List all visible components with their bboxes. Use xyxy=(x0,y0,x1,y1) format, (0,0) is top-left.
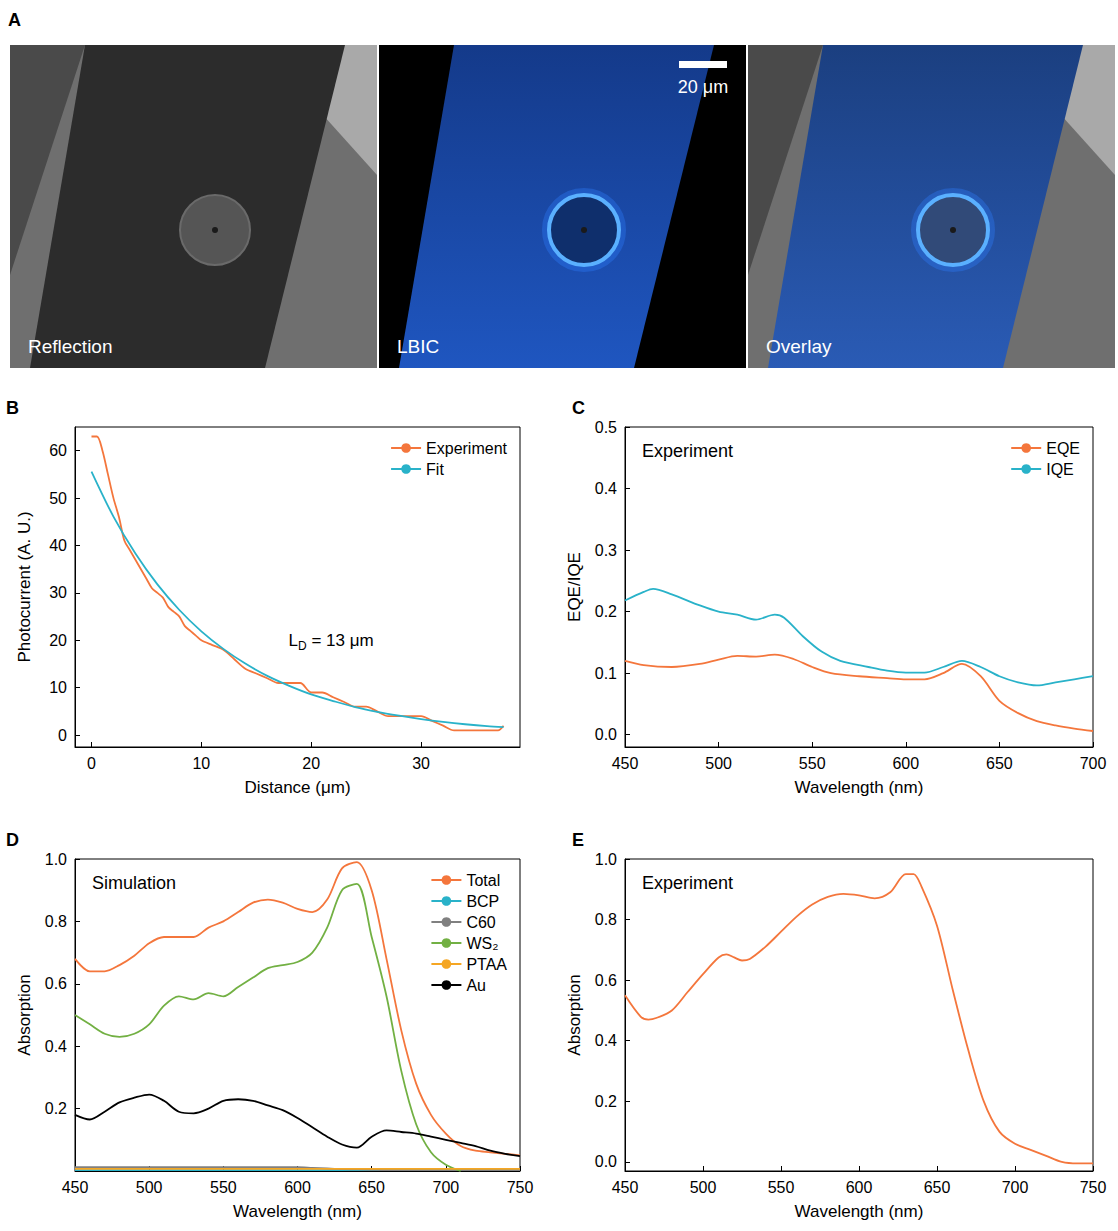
svg-text:700: 700 xyxy=(1002,1179,1029,1196)
svg-text:Au: Au xyxy=(466,977,486,994)
svg-text:Reflection: Reflection xyxy=(28,336,113,357)
svg-text:WS₂: WS₂ xyxy=(466,935,498,952)
svg-text:Experiment: Experiment xyxy=(426,440,507,457)
svg-text:Photocurrent (A. U.): Photocurrent (A. U.) xyxy=(15,511,34,662)
svg-text:0: 0 xyxy=(87,755,96,772)
svg-text:0.8: 0.8 xyxy=(45,913,67,930)
svg-text:600: 600 xyxy=(892,755,919,772)
svg-text:Experiment: Experiment xyxy=(642,441,733,461)
svg-text:= 13 μm: = 13 μm xyxy=(307,631,374,650)
svg-text:Experiment: Experiment xyxy=(642,873,733,893)
svg-text:0.0: 0.0 xyxy=(595,726,617,743)
svg-text:0.8: 0.8 xyxy=(595,911,617,928)
svg-text:20: 20 xyxy=(49,632,67,649)
svg-text:1.0: 1.0 xyxy=(595,851,617,868)
svg-text:550: 550 xyxy=(799,755,826,772)
svg-text:10: 10 xyxy=(49,679,67,696)
svg-text:D: D xyxy=(298,639,307,653)
svg-text:LBIC: LBIC xyxy=(397,336,439,357)
svg-text:500: 500 xyxy=(136,1179,163,1196)
svg-text:1.0: 1.0 xyxy=(45,851,67,868)
svg-text:0.4: 0.4 xyxy=(595,480,617,497)
svg-text:600: 600 xyxy=(284,1179,311,1196)
svg-text:750: 750 xyxy=(507,1179,534,1196)
svg-text:20: 20 xyxy=(302,755,320,772)
svg-text:450: 450 xyxy=(612,755,639,772)
svg-text:Wavelength (nm): Wavelength (nm) xyxy=(795,1202,924,1221)
svg-text:650: 650 xyxy=(924,1179,951,1196)
svg-text:0.6: 0.6 xyxy=(595,972,617,989)
svg-text:Wavelength (nm): Wavelength (nm) xyxy=(233,1202,362,1221)
svg-text:0.4: 0.4 xyxy=(595,1032,617,1049)
svg-text:C60: C60 xyxy=(466,914,495,931)
svg-text:700: 700 xyxy=(1080,755,1107,772)
svg-text:0.1: 0.1 xyxy=(595,665,617,682)
svg-text:Absorption: Absorption xyxy=(565,974,584,1055)
svg-text:BCP: BCP xyxy=(466,893,499,910)
svg-text:700: 700 xyxy=(432,1179,459,1196)
svg-text:0.2: 0.2 xyxy=(595,603,617,620)
svg-text:Overlay: Overlay xyxy=(766,336,832,357)
svg-text:0.2: 0.2 xyxy=(45,1100,67,1117)
svg-text:0.3: 0.3 xyxy=(595,542,617,559)
svg-text:Absorption: Absorption xyxy=(15,974,34,1055)
svg-text:550: 550 xyxy=(768,1179,795,1196)
svg-text:EQE/IQE: EQE/IQE xyxy=(565,552,584,622)
svg-text:PTAA: PTAA xyxy=(466,956,507,973)
svg-text:0.2: 0.2 xyxy=(595,1093,617,1110)
svg-text:550: 550 xyxy=(210,1179,237,1196)
svg-text:500: 500 xyxy=(705,755,732,772)
svg-text:Wavelength (nm): Wavelength (nm) xyxy=(795,778,924,797)
svg-text:650: 650 xyxy=(358,1179,385,1196)
svg-text:40: 40 xyxy=(49,537,67,554)
svg-text:Simulation: Simulation xyxy=(92,873,176,893)
svg-text:EQE: EQE xyxy=(1046,440,1080,457)
svg-text:30: 30 xyxy=(412,755,430,772)
svg-text:750: 750 xyxy=(1080,1179,1107,1196)
svg-text:10: 10 xyxy=(192,755,210,772)
svg-text:60: 60 xyxy=(49,442,67,459)
svg-text:0.4: 0.4 xyxy=(45,1038,67,1055)
svg-text:A: A xyxy=(8,10,21,30)
svg-text:50: 50 xyxy=(49,490,67,507)
svg-text:650: 650 xyxy=(986,755,1013,772)
svg-text:Total: Total xyxy=(466,872,500,889)
svg-text:D: D xyxy=(6,830,19,850)
svg-text:C: C xyxy=(572,398,585,418)
svg-text:500: 500 xyxy=(690,1179,717,1196)
svg-text:IQE: IQE xyxy=(1046,461,1074,478)
svg-text:450: 450 xyxy=(62,1179,89,1196)
svg-text:30: 30 xyxy=(49,584,67,601)
svg-text:600: 600 xyxy=(846,1179,873,1196)
svg-text:L: L xyxy=(289,631,298,650)
svg-text:0: 0 xyxy=(58,727,67,744)
svg-text:450: 450 xyxy=(612,1179,639,1196)
svg-text:Fit: Fit xyxy=(426,461,444,478)
svg-text:E: E xyxy=(572,830,584,850)
svg-text:Distance (μm): Distance (μm) xyxy=(244,778,350,797)
svg-text:B: B xyxy=(6,398,19,418)
svg-text:0.5: 0.5 xyxy=(595,419,617,436)
svg-text:0.6: 0.6 xyxy=(45,975,67,992)
svg-text:20 μm: 20 μm xyxy=(678,77,728,97)
svg-text:0.0: 0.0 xyxy=(595,1153,617,1170)
